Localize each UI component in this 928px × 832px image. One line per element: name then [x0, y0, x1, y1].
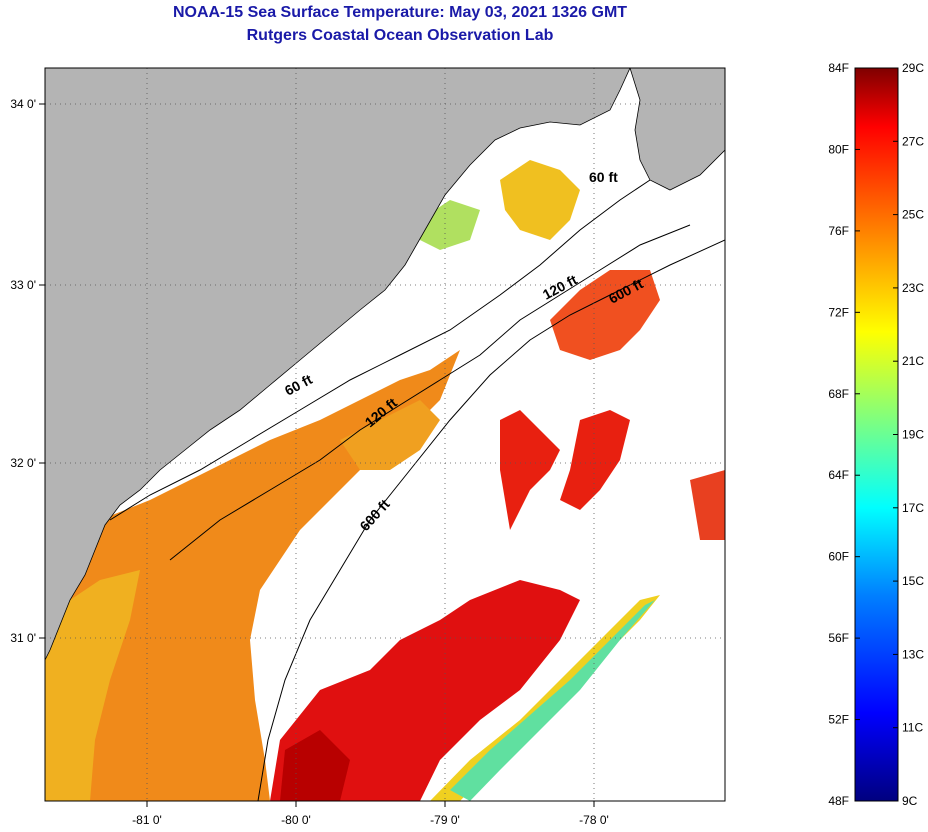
- colorbar-c-label: 27C: [902, 134, 924, 148]
- isobath-label-60-north: 60 ft: [589, 169, 618, 185]
- edge-band-patch: [430, 595, 660, 801]
- lat-tick-label: 33 0': [10, 278, 36, 292]
- colorbar-f-label: 68F: [828, 387, 849, 401]
- east-edge-patch: [690, 470, 725, 540]
- isobath-60: [109, 179, 651, 521]
- lat-tick-label: 34 0': [10, 97, 36, 111]
- colorbar-c-label: 11C: [902, 721, 923, 735]
- colorbar-f-label: 84F: [828, 61, 849, 75]
- lon-tick-label: -80 0': [281, 813, 311, 827]
- colorbar-f-label: 48F: [828, 794, 849, 808]
- colorbar-c-label: 13C: [902, 647, 924, 661]
- colorbar-f-label: 56F: [828, 631, 849, 645]
- isobath-lines: [109, 179, 725, 801]
- isobath-600: [257, 239, 725, 801]
- cool-edge-patch: [450, 600, 655, 801]
- offshore-patch-1: [500, 410, 560, 530]
- lat-axis: 34 0' 33 0' 32 0' 31 0': [10, 97, 45, 645]
- map-title: NOAA-15 Sea Surface Temperature: May 03,…: [172, 4, 628, 21]
- colorbar-f-label: 60F: [828, 550, 849, 564]
- isobath-120: [169, 224, 691, 561]
- lon-tick-label: -79 0': [430, 813, 460, 827]
- north-land: [629, 68, 725, 191]
- lon-tick-label: -78 0': [579, 813, 609, 827]
- colorbar-f-label: 72F: [828, 305, 849, 319]
- lat-tick-label: 31 0': [10, 631, 36, 645]
- colorbar-fahrenheit-labels: 84F 80F 76F 72F 68F 64F 60F 56F 52F 48F: [828, 61, 860, 808]
- map-subtitle: Rutgers Coastal Ocean Observation Lab: [246, 27, 554, 44]
- colorbar-c-label: 19C: [902, 428, 924, 442]
- land-mass: [45, 68, 631, 661]
- lon-tick-label: -81 0': [132, 813, 162, 827]
- colorbar-f-label: 64F: [828, 468, 849, 482]
- colorbar-c-label: 23C: [902, 281, 924, 295]
- colorbar-f-label: 80F: [828, 142, 849, 156]
- lat-tick-label: 32 0': [10, 456, 36, 470]
- colorbar-c-label: 21C: [902, 354, 924, 368]
- colorbar-f-label: 76F: [828, 224, 849, 238]
- nearshore-patch: [45, 570, 140, 801]
- gulf-stream-patch-south: [270, 580, 580, 801]
- hot-core-patch: [280, 730, 350, 801]
- lon-axis: -81 0' -80 0' -79 0' -78 0': [132, 801, 609, 827]
- colorbar-c-label: 17C: [902, 501, 924, 515]
- sst-field: [45, 160, 725, 801]
- offshore-patch-3: [550, 270, 660, 360]
- map-frame: [44, 67, 726, 802]
- grid-lines: [45, 68, 725, 801]
- colorbar-c-label: 15C: [902, 574, 924, 588]
- colorbar-gradient: [854, 67, 899, 802]
- colorbar: 84F 80F 76F 72F 68F 64F 60F 56F 52F 48F 29C 27C 25C…: [828, 61, 924, 808]
- colorbar-c-label: 25C: [902, 208, 924, 222]
- colorbar-celsius-labels: 29C 27C 25C 23C 21C 19C 17C 15C 13C 11C 9C: [893, 61, 924, 808]
- colorbar-f-label: 52F: [828, 713, 849, 727]
- colorbar-c-label: 29C: [902, 61, 924, 75]
- mid-shelf-patch: [340, 400, 440, 470]
- offshore-patch-2: [560, 410, 630, 510]
- colorbar-c-label: 9C: [902, 794, 918, 808]
- shelf-patch-north: [500, 160, 580, 240]
